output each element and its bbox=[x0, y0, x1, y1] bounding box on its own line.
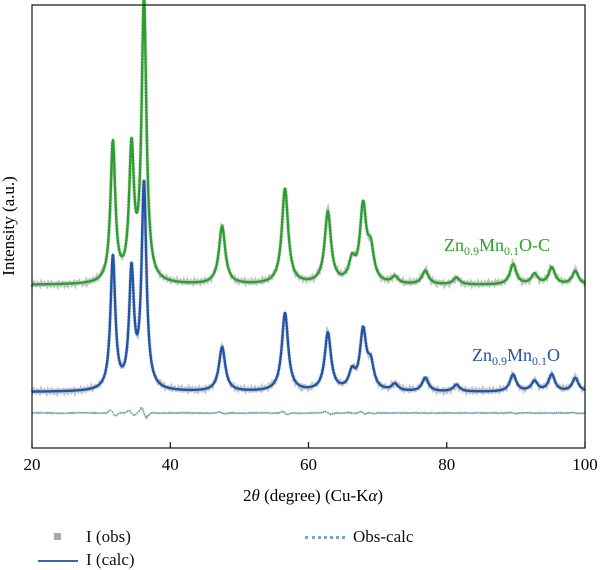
legend-label: I (obs) bbox=[86, 527, 131, 546]
series-label-zn09mn01o: Zn0.9Mn0.1O bbox=[472, 345, 560, 368]
series-line-1 bbox=[31, 179, 586, 393]
legend-marker-square bbox=[38, 531, 78, 543]
x-tick-label: 20 bbox=[24, 455, 41, 474]
legend-marker-line bbox=[38, 554, 78, 566]
x-tick-label: 100 bbox=[572, 455, 598, 474]
diff-line-1 bbox=[31, 408, 586, 419]
legend-item-diff: Obs-calc bbox=[305, 527, 413, 547]
x-tick-label: 40 bbox=[162, 455, 179, 474]
legend-marker-dotted bbox=[305, 531, 345, 543]
x-axis-title: 2θ (degree) (Cu-Kα) bbox=[243, 486, 383, 505]
series-layer bbox=[30, 0, 587, 420]
x-tick-label: 60 bbox=[300, 455, 317, 474]
legend-item-obs: I (obs) bbox=[38, 527, 131, 547]
x-tick-label: 80 bbox=[438, 455, 455, 474]
x-tick-layer: 20 40 60 80 100 bbox=[24, 442, 598, 474]
legend-label: Obs-calc bbox=[353, 527, 414, 546]
legend-label: I (calc) bbox=[86, 550, 135, 569]
plot-frame bbox=[31, 4, 586, 449]
legend-item-calc: I (calc) bbox=[38, 550, 135, 570]
series-label-zn09mn01o-c: Zn0.9Mn0.1O-C bbox=[444, 235, 550, 258]
y-axis-title: Intensity (a.u.) bbox=[0, 176, 18, 276]
series-line-0 bbox=[31, 0, 586, 286]
